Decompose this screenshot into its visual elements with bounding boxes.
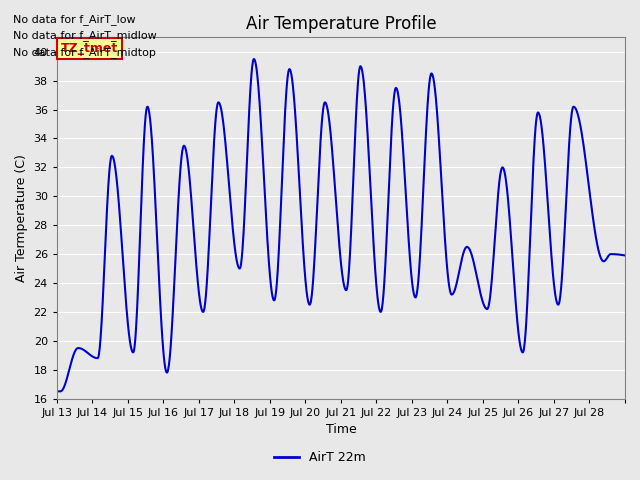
Title: Air Temperature Profile: Air Temperature Profile — [246, 15, 436, 33]
Text: No data for f_AirT_midlow: No data for f_AirT_midlow — [13, 30, 157, 41]
X-axis label: Time: Time — [326, 423, 356, 436]
Text: TZ_tmet: TZ_tmet — [61, 42, 118, 55]
Text: No data for f_AirT_low: No data for f_AirT_low — [13, 13, 136, 24]
Text: No data for f_AirT_midtop: No data for f_AirT_midtop — [13, 47, 156, 58]
Legend: AirT 22m: AirT 22m — [269, 446, 371, 469]
Y-axis label: Air Termperature (C): Air Termperature (C) — [15, 154, 28, 282]
